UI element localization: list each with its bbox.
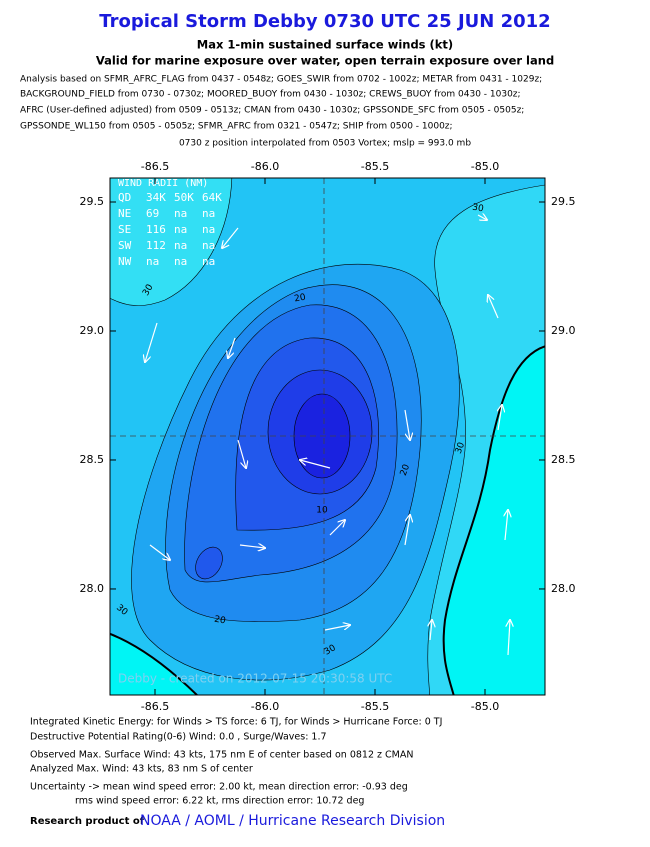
wind-arrow (477, 215, 487, 220)
wind-radii: WIND RADII (NM) QD 34K 50K 64K NE 69 na na SE 116… (118, 178, 222, 268)
wind-arrow (404, 409, 410, 440)
radii-cell: na (202, 223, 215, 236)
radii-cell: na (202, 239, 215, 252)
source-line: GPSSONDE_WL150 from 0505 - 0505z; SFMR_A… (20, 122, 453, 132)
radii-cell: 116 (146, 223, 166, 236)
wind-arrow (149, 544, 170, 560)
radii-cell: na (202, 207, 215, 220)
subtitle: Valid for marine exposure over water, op… (96, 54, 554, 68)
x-tick-label: -85.5 (361, 700, 389, 713)
wind-arrow (228, 337, 236, 358)
wind-arrow (430, 620, 432, 641)
radii-cell: SE (118, 223, 131, 236)
footer-line: Uncertainty -> mean wind speed error: 2.… (30, 782, 408, 793)
y-tick-label: 28.0 (80, 582, 105, 595)
radii-cell: SW (118, 239, 132, 252)
contour-band (195, 546, 223, 580)
position-note: 0730 z position interpolated from 0503 V… (179, 139, 471, 149)
source-line: BACKGROUND_FIELD from 0730 - 0730z; MOOR… (20, 90, 521, 100)
source-line: Analysis based on SFMR_AFRC_FLAG from 04… (20, 75, 542, 85)
radii-cell: 69 (146, 207, 159, 220)
y-tick-label: 29.0 (551, 324, 576, 337)
land-region (110, 632, 199, 695)
contour-label: 20 (294, 293, 307, 305)
radii-cell: na (146, 255, 159, 268)
x-tick-label: -86.0 (251, 160, 279, 173)
radii-cell: NE (118, 207, 131, 220)
footer-line: rms wind speed error: 6.22 kt, rms direc… (75, 796, 364, 807)
radii-header: 64K (202, 191, 222, 204)
wind-arrow (404, 515, 410, 546)
radii-cell: NW (118, 255, 132, 268)
radii-cell: na (174, 239, 187, 252)
radii-header: QD (118, 191, 131, 204)
y-tick-label: 28.5 (80, 453, 105, 466)
radii-cell: na (174, 207, 187, 220)
radii-title: WIND RADII (NM) (118, 178, 208, 189)
credit-prefix: Research product of (30, 816, 145, 827)
subtitle: Max 1-min sustained surface winds (kt) (197, 38, 453, 52)
wind-arrow (329, 520, 345, 536)
wind-arrow (505, 510, 508, 541)
radii-cell: na (174, 223, 187, 236)
wind-arrow (239, 545, 265, 548)
radii-header: 50K (174, 191, 194, 204)
wind-arrow (145, 322, 158, 362)
footer-line: Observed Max. Surface Wind: 43 kts, 175 … (30, 750, 413, 761)
radii-cell: na (174, 255, 187, 268)
wind-arrow (300, 460, 331, 469)
wind-arrow (498, 405, 502, 431)
y-tick-label: 29.5 (80, 195, 105, 208)
contour-label: 30 (454, 441, 467, 455)
title: Tropical Storm Debby 0730 UTC 25 JUN 201… (99, 11, 550, 32)
plot-frame (109, 177, 546, 696)
contour-label: 10 (316, 506, 328, 516)
source-line: AFRC (User-defined adjusted) from 0509 -… (20, 106, 524, 116)
watermark: Debby - created on 2012-07-15 20:30:58 U… (118, 672, 392, 686)
footer-line: Analyzed Max. Wind: 43 kts, 83 nm S of c… (30, 764, 253, 775)
y-tick-label: 29.0 (80, 324, 105, 337)
footer-line: Destructive Potential Rating(0-6) Wind: … (30, 732, 327, 743)
wind-arrows (145, 215, 510, 656)
x-tick-label: -85.5 (361, 160, 389, 173)
x-tick-label: -86.0 (251, 700, 279, 713)
radii-cell: 112 (146, 239, 166, 252)
contour-label: 20 (399, 463, 412, 477)
wind-arrow (324, 625, 350, 631)
contour-label: 30 (471, 203, 484, 215)
contour-label: 20 (213, 615, 226, 627)
y-tick-label: 28.0 (551, 582, 576, 595)
x-tick-label: -86.5 (141, 700, 169, 713)
land-region (442, 345, 545, 695)
x-tick-label: -85.0 (471, 700, 499, 713)
wind-arrow (508, 620, 510, 656)
contour-band (110, 178, 233, 306)
contour-field: Debby - created on 2012-07-15 20:30:58 U… (110, 178, 545, 695)
wind-arrow (488, 295, 499, 319)
x-tick-label: -85.0 (471, 160, 499, 173)
y-tick-label: 29.5 (551, 195, 576, 208)
wind-arrow (222, 227, 239, 248)
y-tick-label: 28.5 (551, 453, 576, 466)
x-tick-label: -86.5 (141, 160, 169, 173)
radii-cell: na (202, 255, 215, 268)
footer-line: Integrated Kinetic Energy: for Winds > T… (30, 717, 442, 728)
radii-header: 34K (146, 191, 166, 204)
credit: NOAA / AOML / Hurricane Research Divisio… (140, 813, 445, 829)
wind-arrow (237, 439, 246, 468)
